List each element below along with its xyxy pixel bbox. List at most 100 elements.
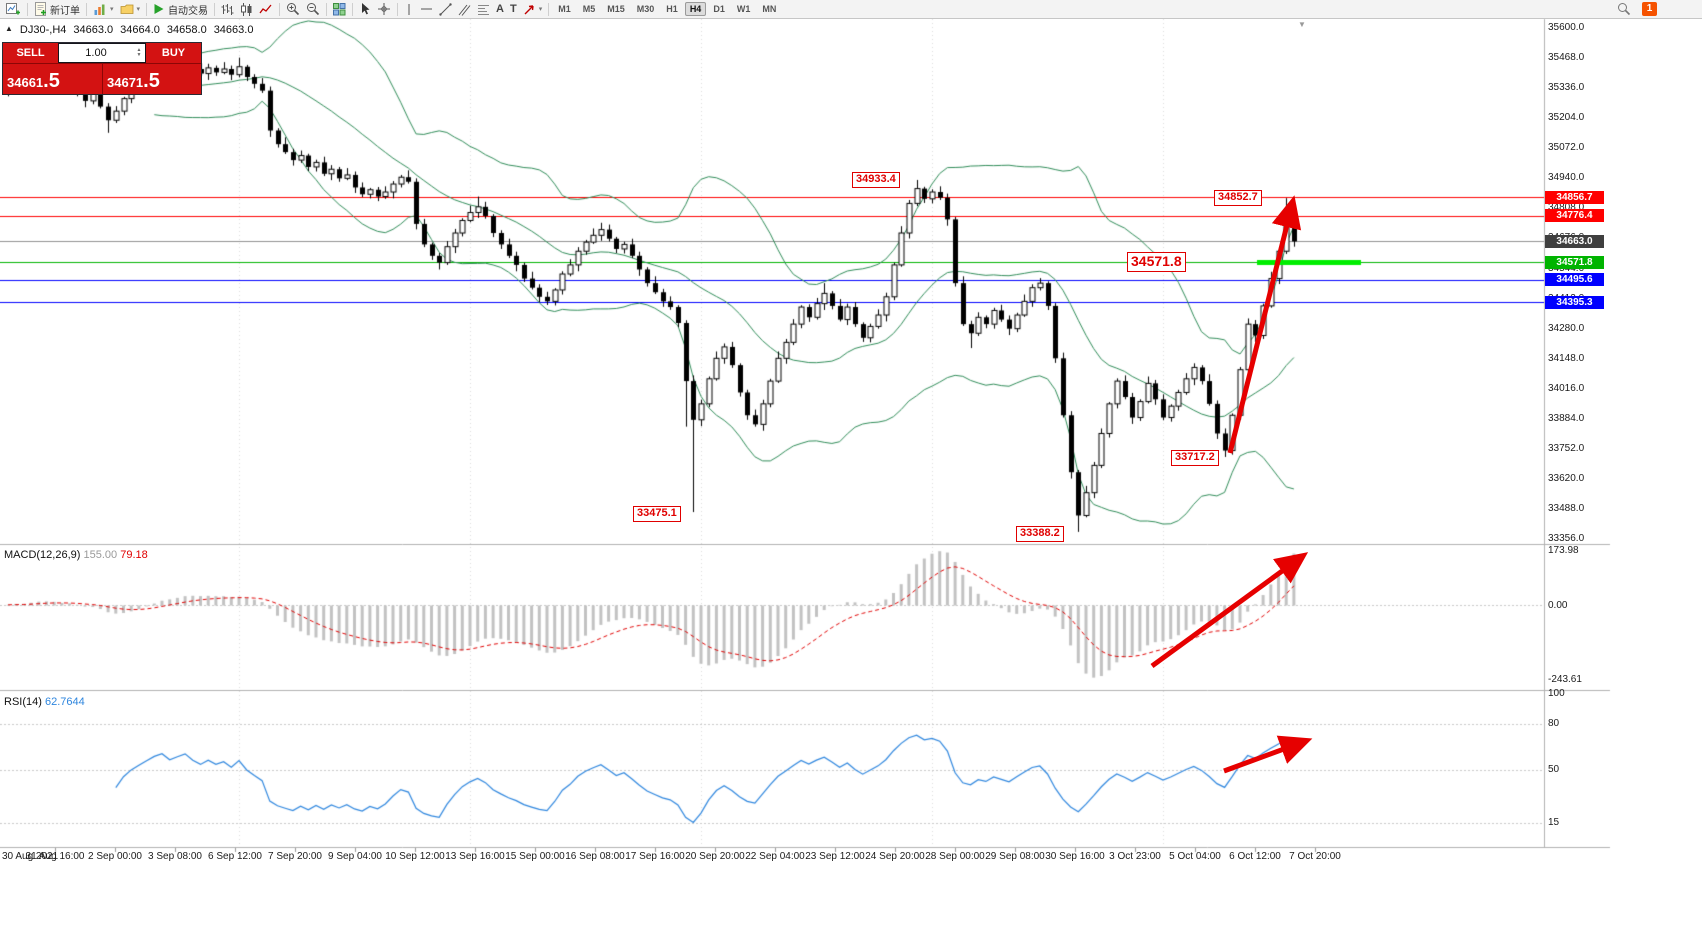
time-axis-label[interactable]: 3 Sep 08:00	[148, 851, 202, 862]
arrow-shape-icon	[524, 4, 534, 14]
crosshair-button[interactable]	[374, 1, 394, 18]
price-axis-tick[interactable]: 35072.0	[1548, 142, 1585, 154]
divider	[397, 2, 399, 16]
trendline-tool-button[interactable]	[436, 1, 455, 18]
time-axis-label[interactable]: 29 Sep 08:00	[985, 851, 1045, 862]
macd-axis-zero: 0.00	[1548, 599, 1568, 611]
spinner-down-icon[interactable]: ▼	[136, 52, 142, 58]
time-axis-label[interactable]: 6 Oct 12:00	[1229, 851, 1281, 862]
new-order-button[interactable]: 新订单	[31, 1, 83, 18]
time-axis-label[interactable]: 5 Oct 04:00	[1169, 851, 1221, 862]
price-axis-tick[interactable]: 34940.0	[1548, 172, 1585, 184]
fibonacci-tool-button[interactable]	[474, 1, 493, 18]
time-axis-label[interactable]: 22 Sep 04:00	[745, 851, 805, 862]
timeframe-mn-button[interactable]: MN	[762, 4, 777, 14]
text-tool-button[interactable]: A	[493, 1, 507, 18]
price-axis-tick[interactable]: 33884.0	[1548, 412, 1585, 424]
timeframe-h1-button[interactable]: H1	[666, 4, 678, 14]
spinner-up-icon[interactable]: ▲	[136, 47, 142, 53]
time-axis-label[interactable]: 17 Sep 16:00	[625, 851, 685, 862]
timeframe-m15-button[interactable]: M15	[607, 4, 625, 14]
time-axis-label[interactable]: 28 Sep 00:00	[925, 851, 985, 862]
price-axis-tick[interactable]: 33488.0	[1548, 503, 1585, 515]
candles-view-button[interactable]	[237, 1, 256, 18]
zoom-out-icon	[307, 3, 320, 16]
algo-trading-button[interactable]: 自动交易	[150, 1, 211, 18]
time-axis-label[interactable]: 13 Sep 16:00	[445, 851, 505, 862]
price-callout: 34852.7	[1214, 190, 1262, 206]
timeframe-w1-button[interactable]: W1	[736, 4, 751, 14]
timeframe-h4-button[interactable]: H4	[684, 2, 707, 16]
cursor-icon	[362, 3, 370, 15]
volume-value[interactable]: 1.00	[85, 47, 107, 59]
price-axis-tick[interactable]: 35468.0	[1548, 52, 1585, 64]
line-chart-icon	[259, 4, 272, 14]
algo-trading-label: 自动交易	[168, 5, 209, 17]
zoom-out-button[interactable]	[303, 1, 323, 18]
volume-spinner[interactable]: ▲ ▼	[133, 48, 145, 58]
rsi-value: 62.7644	[44, 696, 85, 708]
timeframe-d1-button[interactable]: D1	[713, 4, 725, 14]
macd-axis-min: -243.61	[1548, 674, 1582, 685]
time-axis-label[interactable]: 10 Sep 12:00	[385, 851, 445, 862]
price-axis-tick[interactable]: 34148.0	[1548, 352, 1585, 364]
ohlc-bars-icon	[221, 3, 234, 15]
shapes-tool-button[interactable]: ▾	[520, 1, 546, 18]
line-view-button[interactable]	[256, 1, 276, 18]
time-axis-label[interactable]: 30 Sep 16:00	[1045, 851, 1105, 862]
notification-badge[interactable]: 1	[1642, 2, 1657, 16]
time-axis-label[interactable]: 15 Sep 00:00	[505, 851, 565, 862]
collapse-panel-icon[interactable]: ▲	[5, 24, 13, 33]
time-axis-label[interactable]: 3 Oct 23:00	[1109, 851, 1161, 862]
price-axis-tick[interactable]: 34016.0	[1548, 382, 1585, 394]
price-axis-tick[interactable]: 35336.0	[1548, 82, 1585, 94]
price-level-axis-label: 34663.0	[1545, 234, 1604, 248]
buy-price-main: 34671	[107, 75, 144, 90]
charts-menu-button[interactable]: ▾	[90, 1, 117, 18]
time-axis-label[interactable]: 7 Oct 20:00	[1289, 851, 1341, 862]
one-click-trading-panel: SELL 1.00 ▲ ▼ BUY 34661 .5 34671 .5	[2, 42, 202, 95]
time-axis-label[interactable]: 31 Aug 16:00	[25, 851, 85, 862]
new-chart-button[interactable]	[3, 1, 24, 18]
tile-windows-button[interactable]	[330, 1, 349, 18]
time-axis-label[interactable]: 2 Sep 00:00	[88, 851, 142, 862]
macd-signal-value: 79.18	[120, 549, 148, 561]
rsi-axis-label: 50	[1548, 764, 1560, 775]
profiles-menu-button[interactable]: ▾	[117, 1, 144, 18]
symbol-period-label: DJ30-,H4	[19, 24, 67, 36]
time-axis-label[interactable]: 9 Sep 04:00	[328, 851, 382, 862]
time-axis-label[interactable]: 30 Aug 2021	[2, 851, 59, 862]
time-axis-label[interactable]: 23 Sep 12:00	[805, 851, 865, 862]
price-axis-tick[interactable]: 35204.0	[1548, 112, 1585, 124]
timeframe-m1-button[interactable]: M1	[558, 4, 571, 14]
price-axis-tick[interactable]: 33752.0	[1548, 442, 1585, 454]
price-axis-tick[interactable]: 34280.0	[1548, 322, 1585, 334]
bars-view-button[interactable]	[218, 1, 237, 18]
timeframe-m30-button[interactable]: M30	[636, 4, 655, 14]
price-axis-tick[interactable]: 33620.0	[1548, 473, 1585, 485]
price-callout: 34571.8	[1127, 252, 1186, 272]
vertical-line-tool-button[interactable]	[401, 1, 417, 18]
sell-price[interactable]: 34661 .5	[3, 64, 102, 94]
horizontal-line-tool-button[interactable]	[417, 1, 436, 18]
timeframe-m5-button[interactable]: M5	[582, 4, 596, 14]
search-button[interactable]	[1614, 1, 1634, 18]
sell-button[interactable]: SELL	[3, 43, 58, 63]
price-axis-tick[interactable]: 33356.0	[1548, 533, 1585, 545]
time-axis-label[interactable]: 6 Sep 12:00	[208, 851, 262, 862]
buy-button[interactable]: BUY	[146, 43, 201, 63]
label-tool-button[interactable]: T	[507, 1, 520, 18]
price-axis-tick[interactable]: 34808.0	[1548, 202, 1585, 214]
buy-price[interactable]: 34671 .5	[102, 64, 201, 94]
volume-field[interactable]: 1.00 ▲ ▼	[59, 44, 145, 62]
time-axis-label[interactable]: 20 Sep 20:00	[685, 851, 745, 862]
channel-tool-button[interactable]	[455, 1, 474, 18]
price-axis-tick[interactable]: 35600.0	[1548, 22, 1585, 33]
zoom-in-button[interactable]	[283, 1, 303, 18]
time-axis-label[interactable]: 7 Sep 20:00	[268, 851, 322, 862]
chart-shift-marker[interactable]: ▼	[1298, 20, 1306, 29]
cursor-button[interactable]	[356, 1, 374, 18]
time-axis-label[interactable]: 16 Sep 08:00	[565, 851, 625, 862]
time-axis-label[interactable]: 24 Sep 20:00	[865, 851, 925, 862]
